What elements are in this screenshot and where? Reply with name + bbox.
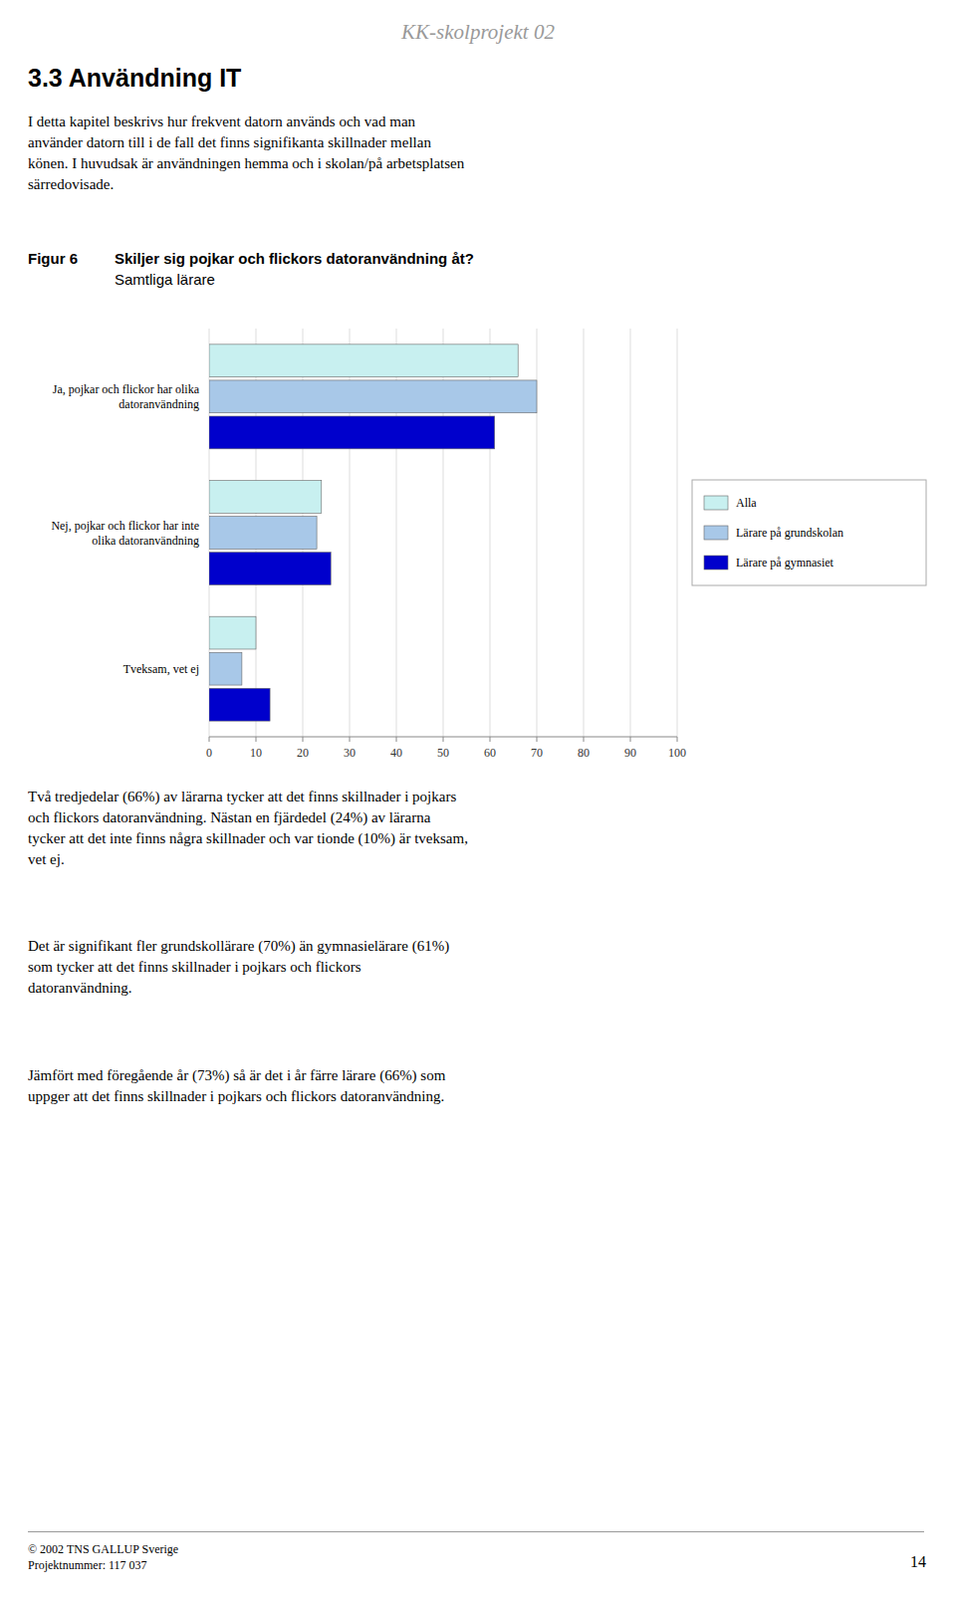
legend-swatch [704,495,728,510]
legend-label: Lärare på gymnasiet [735,555,835,570]
tick-label: 0 [206,745,213,760]
tick [209,736,211,742]
body-text: I detta kapitel beskrivs hur frekvent da… [27,111,465,196]
figure-label: Figur 6 [27,249,78,267]
tick-label: 60 [483,745,496,760]
grid-line [630,328,632,737]
bar [209,688,270,721]
footer-paragraph: Två tredjedelar (66%) av lärarna tycker … [27,786,469,871]
bar [209,552,331,586]
bar [209,480,322,514]
legend: Alla Lärare på grundskolan Lärare på gymna… [692,479,927,586]
footer-rule [27,1531,925,1533]
grid-line [677,328,679,737]
bar [209,652,242,686]
legend-swatch [704,555,728,570]
tick [583,736,585,742]
bars [209,344,537,721]
tick [536,736,538,742]
tick [677,736,679,742]
category-label-line: datoranvändning [118,397,200,412]
x-axis: 0 10 20 30 40 50 60 70 80 90 100 [206,328,687,760]
legend-swatch [704,525,728,540]
tick [255,736,257,742]
tick-label: 100 [668,745,687,760]
legend-label: Lärare på grundskolan [735,525,844,540]
chart: 0 10 20 30 40 50 60 70 80 90 100 Ja, pojkar och fli… [0,298,956,777]
axis-line [209,736,678,738]
category-label: Ja, pojkar och flickor har olikadatoranv… [52,382,201,412]
bar [209,616,256,650]
bar [209,416,495,450]
tick [489,736,491,742]
category-label-line: Tveksam, vet ej [123,662,200,677]
footer-paragraph: Jämfört med föregående år (73%) så är de… [27,1065,446,1108]
bar [209,516,317,550]
tick-label: 10 [249,745,262,760]
tick-label: 40 [390,745,403,760]
tick-label: 50 [437,745,450,760]
tick-label: 20 [296,745,309,760]
category-label-line: Nej, pojkar och flickor har inte [50,518,200,533]
tick-label: 90 [624,745,637,760]
tick [349,736,351,742]
copyright: © 2002 TNS GALLUP Sverige Projektnummer:… [27,1541,179,1574]
tick-label: 70 [530,745,543,760]
y-axis: Ja, pojkar och flickor har olikadatoranv… [50,382,200,677]
category-label: Tveksam, vet ej [123,662,200,677]
legend-box [692,479,927,586]
tick [302,736,304,742]
grid-line [583,328,585,737]
tick [396,736,398,742]
page-title: KK-skolprojekt 02 [0,19,956,45]
bar [209,380,537,414]
section-title: 3.3 Användning IT [27,63,241,93]
chart-subtitle: Samtliga lärare [114,270,216,288]
category-label: Nej, pojkar och flickor har inteolika da… [50,518,200,548]
chart-title: Skiljer sig pojkar och flickors datoranv… [114,249,475,267]
category-label-line: Ja, pojkar och flickor har olika [52,382,201,397]
bar [209,344,518,378]
tick-label: 30 [343,745,356,760]
tick [630,736,632,742]
tick-label: 80 [577,745,590,760]
footer-paragraph: Det är signifikant fler grundskollärare … [27,936,450,999]
category-label-line: olika datoranvändning [91,533,200,548]
page-number: 14 [910,1553,927,1572]
tick [443,736,445,742]
legend-label: Alla [735,495,757,510]
